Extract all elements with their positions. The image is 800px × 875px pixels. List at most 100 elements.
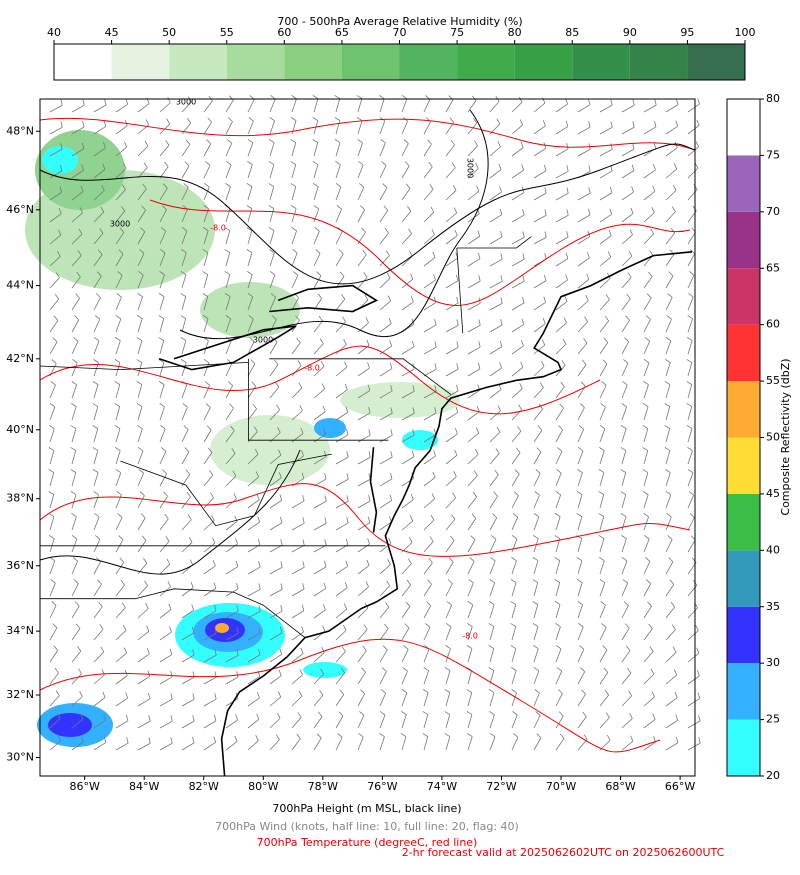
wind-barb-shaft	[115, 125, 128, 135]
wind-barb-shaft	[445, 346, 459, 355]
wind-barb-shaft	[665, 539, 673, 553]
wind-barb-feather	[100, 646, 105, 653]
wind-barb-feather	[114, 403, 120, 407]
wind-barb-feather	[363, 624, 368, 630]
wind-barb-feather	[206, 139, 212, 145]
wind-barb-feather	[518, 404, 523, 411]
wind-barb-feather	[302, 583, 305, 590]
wind-barb-shaft	[489, 474, 499, 487]
wind-barb-shaft	[313, 588, 327, 597]
wind-barb-shaft	[291, 653, 304, 663]
wind-barb-shaft	[269, 544, 283, 553]
wind-barb-feather	[649, 646, 654, 652]
wind-barb-shaft	[665, 211, 676, 223]
wind-barb-shaft	[225, 498, 237, 509]
wind-barb-feather	[102, 163, 106, 170]
wind-barb-shaft	[665, 606, 675, 619]
wind-barb-feather	[292, 249, 298, 254]
wind-barb-feather	[513, 491, 519, 496]
wind-barb-shaft	[401, 233, 412, 245]
wind-barb-feather	[139, 491, 145, 496]
wind-barb-shaft	[511, 737, 519, 751]
echo	[215, 623, 229, 633]
wind-barb-feather	[600, 403, 606, 408]
wind-barb-feather	[653, 142, 657, 149]
wind-barb-feather	[51, 601, 57, 606]
wind-barb-shaft	[247, 99, 255, 113]
wind-barb-feather	[141, 535, 147, 541]
wind-barb-shaft	[489, 736, 496, 751]
wind-barb-shaft	[357, 209, 366, 223]
wind-barb-feather	[647, 601, 652, 607]
wind-barb-shaft	[445, 324, 459, 333]
x-tick-label: 78°W	[308, 780, 338, 793]
wind-barb-feather	[382, 183, 388, 189]
wind-barb-feather	[299, 405, 303, 411]
wind-barb-feather	[203, 205, 209, 210]
wind-barb-shaft	[93, 319, 101, 333]
wind-barb-feather	[148, 737, 151, 744]
wind-barb-feather	[588, 121, 591, 128]
wind-barb-shaft	[467, 518, 477, 531]
wind-barb-shaft	[137, 585, 148, 597]
wind-barb-shaft	[203, 429, 212, 443]
wind-barb-shaft	[269, 632, 283, 641]
wind-barb-shaft	[643, 719, 656, 729]
wind-barb-feather	[270, 95, 276, 100]
wind-barb-shaft	[555, 322, 567, 333]
wind-barb-feather	[268, 139, 275, 143]
wind-barb-shaft	[203, 122, 212, 135]
wind-barb-feather	[212, 537, 216, 544]
wind-barb-shaft	[599, 104, 613, 113]
wind-barb-feather	[540, 360, 545, 367]
wind-barb-shaft	[115, 675, 128, 685]
wind-barb-feather	[169, 648, 173, 655]
wind-barb-shaft	[291, 695, 303, 707]
wind-barb-feather	[516, 447, 521, 453]
wind-barb-shaft	[49, 450, 55, 465]
wind-barb-feather	[652, 185, 656, 192]
wind-barb-feather	[126, 737, 129, 744]
wind-barb-feather	[598, 535, 605, 539]
wind-barb-feather	[302, 539, 305, 546]
wind-barb-feather	[207, 447, 213, 453]
wind-barb-shaft	[181, 384, 188, 399]
wind-barb-feather	[664, 425, 670, 429]
wind-barb-feather	[359, 711, 365, 716]
wind-barb-feather	[557, 447, 563, 452]
wind-barb-feather	[202, 227, 209, 231]
wind-barb-feather	[115, 469, 121, 474]
wind-barb-shaft	[313, 716, 323, 729]
wind-barb-feather	[510, 667, 517, 671]
wind-barb-feather	[103, 120, 107, 127]
wind-barb-feather	[651, 207, 655, 213]
wind-barb-shaft	[489, 302, 503, 311]
wind-barb-feather	[114, 381, 120, 385]
wind-barb-feather	[51, 359, 57, 364]
wind-barb-feather	[80, 736, 84, 742]
wind-barb-feather	[643, 513, 649, 518]
wind-barb-feather	[532, 557, 539, 561]
wind-barb-feather	[140, 513, 146, 519]
wind-barb-shaft	[225, 610, 239, 619]
wind-barb-feather	[667, 293, 673, 298]
wind-barb-shaft	[577, 739, 588, 751]
wind-barb-shaft	[511, 345, 524, 355]
wind-barb-feather	[276, 404, 280, 411]
wind-barb-shaft	[115, 340, 121, 355]
wind-barb-feather	[334, 95, 340, 99]
wind-barb-shaft	[291, 252, 298, 267]
wind-barb-feather	[642, 425, 649, 429]
wind-barb-shaft	[533, 366, 545, 377]
wind-barb-feather	[610, 121, 613, 128]
wind-barb-feather	[581, 689, 586, 695]
rh-color-segment	[687, 44, 745, 80]
wind-barb-feather	[102, 691, 106, 698]
wind-barb-shaft	[181, 208, 188, 223]
wind-barb-feather	[298, 382, 303, 389]
wind-barb-shaft	[533, 280, 547, 289]
wind-barb-feather	[666, 315, 672, 320]
wind-barb-shaft	[489, 517, 498, 531]
wind-barb-shaft	[401, 368, 415, 377]
wind-barb-feather	[382, 645, 388, 651]
